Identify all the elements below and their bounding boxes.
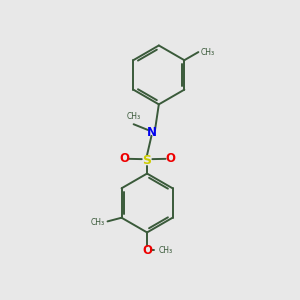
Text: N: N	[146, 126, 157, 139]
Text: O: O	[165, 152, 175, 165]
Text: O: O	[119, 152, 129, 165]
Text: CH₃: CH₃	[127, 112, 141, 121]
Text: CH₃: CH₃	[91, 218, 105, 227]
Text: CH₃: CH₃	[158, 246, 172, 255]
Text: CH₃: CH₃	[201, 48, 215, 57]
Text: S: S	[142, 154, 152, 167]
Text: O: O	[142, 244, 152, 256]
